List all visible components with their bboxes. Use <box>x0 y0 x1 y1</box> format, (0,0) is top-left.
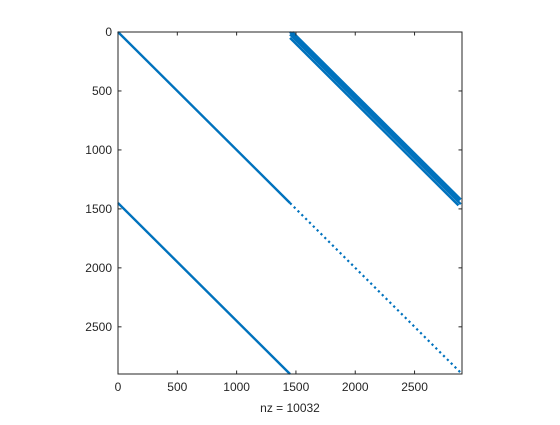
axis-ticks: 0 500 1000 1500 2000 2500 0 500 1000 1500 2000 2500 <box>85 25 462 394</box>
plot-frame <box>117 31 463 375</box>
segment-lower-diagonal <box>117 202 291 375</box>
y-tick-label: 1500 <box>85 202 112 216</box>
x-tick-label: 1000 <box>223 380 250 394</box>
segment-upper-band-3 <box>289 33 462 206</box>
y-tick-label: 0 <box>105 25 112 39</box>
x-tick-label: 500 <box>167 380 187 394</box>
y-tick-label: 2500 <box>85 320 112 334</box>
x-tick-label: 0 <box>115 380 122 394</box>
matrix-entries <box>117 31 463 375</box>
y-tick-label: 1000 <box>85 143 112 157</box>
x-tick-label: 2500 <box>401 380 428 394</box>
segment-upper-band-2 <box>291 31 462 201</box>
x-tick-label: 1500 <box>283 380 310 394</box>
segment-upper-band-4 <box>289 37 460 207</box>
segment-upper-band-1 <box>289 31 461 202</box>
x-tick-label: 2000 <box>342 380 369 394</box>
x-axis-label: nz = 10032 <box>260 401 320 415</box>
y-tick-label: 500 <box>92 84 112 98</box>
segment-main-diagonal <box>117 31 291 204</box>
y-tick-label: 2000 <box>85 261 112 275</box>
